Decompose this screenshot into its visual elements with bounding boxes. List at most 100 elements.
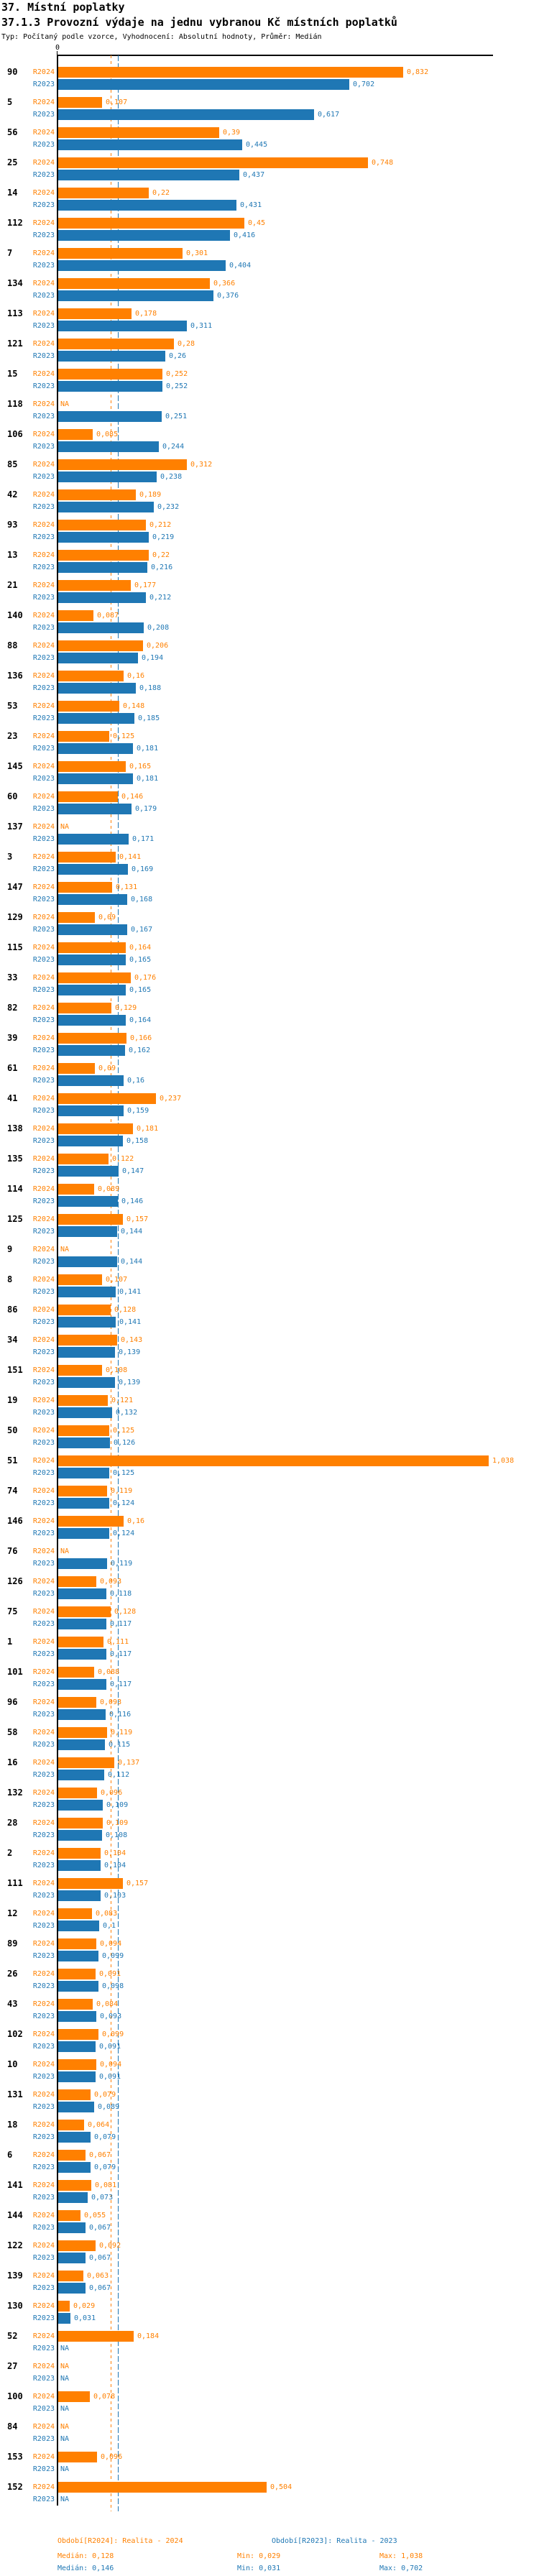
bar-r2024 <box>57 127 219 138</box>
series-label-r2024: R2024 <box>32 1668 55 1676</box>
group-label: 16 <box>7 1757 18 1767</box>
series-label-r2023: R2023 <box>32 201 55 209</box>
value-label-r2023: 0,109 <box>106 1801 129 1809</box>
bar-r2023 <box>57 1619 106 1629</box>
group-label: 138 <box>7 1123 23 1133</box>
value-label-r2023: 0,251 <box>165 413 188 420</box>
series-label-r2024: R2024 <box>32 2061 55 2069</box>
group-label: 85 <box>7 459 18 469</box>
chart-meta-line: Typ: Počítaný podle vzorce, Vyhodnocení:… <box>1 33 322 41</box>
group-label: 8 <box>7 1274 13 1284</box>
value-label-r2023: 0,108 <box>106 1831 128 1839</box>
bar-r2023 <box>57 2102 94 2112</box>
bar-r2024 <box>57 1727 107 1738</box>
value-label-r2024: 0,029 <box>73 2302 96 2310</box>
series-label-r2023: R2023 <box>32 2224 55 2232</box>
value-label-r2023: 0,232 <box>157 503 180 511</box>
bar-r2024 <box>57 1667 94 1678</box>
group-label: 139 <box>7 2271 23 2281</box>
value-label-r2023: 0,238 <box>160 473 183 481</box>
series-label-r2023: R2023 <box>32 1620 55 1628</box>
series-label-r2024: R2024 <box>32 159 55 167</box>
value-label-r2023: 0,702 <box>353 80 375 88</box>
value-label-r2024: 0,064 <box>88 2121 110 2129</box>
bar-r2023 <box>57 1377 115 1388</box>
series-label-r2024: R2024 <box>32 732 55 740</box>
group-label: 152 <box>7 2482 23 2492</box>
series-label-r2023: R2023 <box>32 1288 55 1296</box>
series-label-r2024: R2024 <box>32 883 55 891</box>
group-label: 129 <box>7 912 23 922</box>
value-label-r2023: 0,376 <box>217 292 239 300</box>
bar-r2024 <box>57 1697 96 1708</box>
bar-r2024 <box>57 2059 96 2070</box>
series-label-r2023: R2023 <box>32 624 55 632</box>
series-label-r2024: R2024 <box>32 1427 55 1435</box>
bar-r2024 <box>57 2301 70 2312</box>
value-label-r2023: 0,124 <box>113 1499 135 1507</box>
series-label-r2023: R2023 <box>32 2133 55 2141</box>
value-label-r2023: 0,099 <box>102 1952 124 1960</box>
group-label: 102 <box>7 2029 23 2039</box>
bar-r2023 <box>57 2041 96 2052</box>
group-label: 9 <box>7 1244 13 1254</box>
value-label-r2024: 0,093 <box>100 1698 122 1706</box>
group-label: 101 <box>7 1667 23 1677</box>
value-label-r2023: 0,124 <box>113 1530 135 1537</box>
group-label: 5 <box>7 97 13 107</box>
value-label-r2023: 0,165 <box>129 956 152 964</box>
series-label-r2023: R2023 <box>32 2405 55 2413</box>
series-label-r2024: R2024 <box>32 2363 55 2370</box>
series-label-r2024: R2024 <box>32 2272 55 2280</box>
group-label: 34 <box>7 1335 18 1345</box>
group-label: 3 <box>7 852 13 862</box>
series-label-r2024: R2024 <box>32 1789 55 1797</box>
value-label-r2023: NA <box>60 2345 70 2352</box>
bar-r2024 <box>57 1214 123 1225</box>
group-label: 53 <box>7 701 18 711</box>
value-label-r2024: 0,094 <box>100 2061 122 2069</box>
series-label-r2023: R2023 <box>32 1499 55 1507</box>
bar-r2024 <box>57 1184 94 1195</box>
series-label-r2024: R2024 <box>32 1246 55 1254</box>
series-label-r2023: R2023 <box>32 2103 55 2111</box>
bar-r2024 <box>57 972 131 983</box>
value-label-r2024: 0,157 <box>126 1215 149 1223</box>
group-label: 131 <box>7 2089 23 2099</box>
series-label-r2024: R2024 <box>32 400 55 408</box>
bar-r2024 <box>57 429 93 440</box>
series-label-r2023: R2023 <box>32 986 55 994</box>
series-label-r2024: R2024 <box>32 189 55 197</box>
bar-r2023 <box>57 834 129 845</box>
value-label-r2023: 0,116 <box>109 1711 132 1719</box>
series-label-r2023: R2023 <box>32 1167 55 1175</box>
group-label: 96 <box>7 1697 18 1707</box>
value-label-r2024: 0,212 <box>149 521 172 529</box>
group-label: 56 <box>7 127 18 137</box>
series-label-r2024: R2024 <box>32 461 55 469</box>
series-label-r2024: R2024 <box>32 672 55 680</box>
bar-r2024 <box>57 218 244 229</box>
series-label-r2024: R2024 <box>32 853 55 861</box>
legend-period-r2023: Období[R2023]: Realita - 2023 <box>272 2537 397 2545</box>
series-label-r2023: R2023 <box>32 1590 55 1598</box>
series-label-r2023: R2023 <box>32 956 55 964</box>
value-label-r2023: 0,158 <box>126 1137 149 1145</box>
group-label: 25 <box>7 157 18 167</box>
value-label-r2023: 0,416 <box>234 231 256 239</box>
bar-r2023 <box>57 1287 116 1297</box>
value-label-r2024: 0,22 <box>152 189 170 197</box>
bar-r2024 <box>57 1033 126 1044</box>
series-label-r2024: R2024 <box>32 68 55 76</box>
group-label: 60 <box>7 791 18 801</box>
bar-r2024 <box>57 248 183 259</box>
value-label-r2023: 0,126 <box>114 1439 136 1447</box>
series-label-r2024: R2024 <box>32 1729 55 1736</box>
group-label: 147 <box>7 882 23 892</box>
series-label-r2024: R2024 <box>32 1517 55 1525</box>
bar-r2024 <box>57 520 146 530</box>
series-label-r2023: R2023 <box>32 2043 55 2051</box>
bar-r2024 <box>57 459 187 470</box>
series-label-r2024: R2024 <box>32 1155 55 1163</box>
group-label: 121 <box>7 339 23 349</box>
